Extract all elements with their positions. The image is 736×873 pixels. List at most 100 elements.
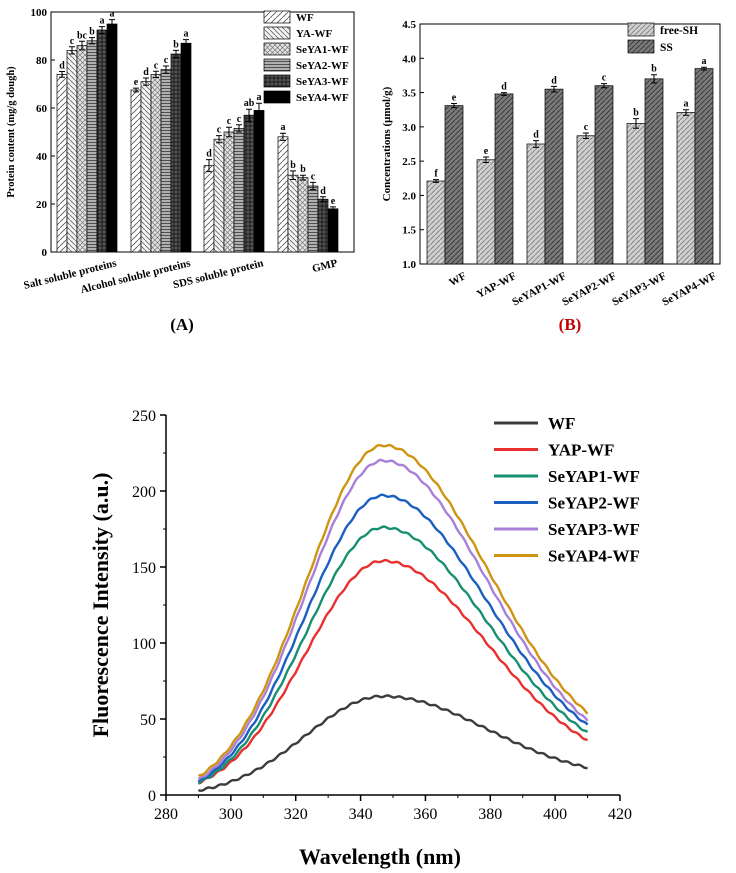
chart-c-ytick-label: 50 [140,712,156,729]
chart-a-legend-swatch [263,74,291,88]
chart-a-bar [96,29,108,253]
chart-b-sig-letter: b [651,64,657,75]
chart-a-ytick-label: 100 [31,7,48,19]
chart-a-legend-label: SeYA2-WF [296,60,349,72]
chart-c-ytick-label: 150 [132,560,156,577]
chart-a-error-bar [59,71,65,78]
chart-c-xtick-label: 380 [478,806,502,823]
chart-b-bar [526,143,546,265]
chart-a-bar [56,74,68,253]
chart-b-bar [676,112,696,265]
chart-a-sig-letter: bc [77,30,88,41]
chart-b-sig-letter: b [633,108,639,119]
chart-a-bar [150,74,162,253]
chart-a-legend-label: YA-WF [296,28,333,40]
chart-c-legend-label: SeYAP2-WF [548,494,640,513]
chart-a-bar [86,40,98,253]
chart-a-error-bar [69,46,75,55]
chart-b-legend-swatch [627,39,655,54]
chart-b-error-bar [433,179,439,183]
chart-a-sig-letter: d [320,186,326,197]
chart-a-legend-swatch [263,90,291,104]
chart-b-bar [576,135,596,265]
chart-c-legend-label: SeYAP4-WF [548,547,640,566]
chart-c-xtick-label: 300 [219,806,243,823]
chart-b-ytick-label: 4.0 [402,53,416,65]
chart-a-error-bar [300,174,306,181]
chart-a-sig-letter: d [206,149,212,160]
chart-b-bar [426,180,446,265]
chart-b-sig-letter: a [702,56,707,67]
chart-a-error-bar [163,65,169,74]
chart-a-error-bar [310,181,316,191]
chart-b-sig-letter: d [533,130,539,141]
chart-b-sig-letter: c [584,122,589,133]
chart-a-error-bar [89,37,95,45]
chart-b-error-bar [533,140,539,148]
chart-b-ytick-label: 4.5 [402,19,416,31]
chart-a-error-bar [236,124,242,133]
chart-c-series-line [198,694,588,792]
chart-a-panel-label: (A) [170,315,194,334]
chart-a-error-bar [153,70,159,79]
chart-a: 0 20 40 60 80 100 Protein content (mg/g dough)… [6,7,355,296]
chart-a-ylabel: Protein content (mg/g dough) [6,66,17,198]
chart-a-bar [297,177,309,253]
chart-a-bar [130,89,142,253]
chart-a-sig-letter: e [134,77,139,88]
chart-a-sig-letter: c [154,60,159,71]
chart-a-sig-letter: c [237,114,242,125]
chart-a-sig-letter: a [281,122,286,133]
chart-a-ytick-label: 0 [42,247,48,259]
chart-a-legend-swatch [263,26,291,40]
chart-c-ytick-label: 100 [132,636,156,653]
chart-c-legend-label: WF [548,414,575,433]
chart-a-bar [160,69,172,253]
chart-b-bar [476,159,496,265]
chart-a-bar [327,208,339,253]
chart-a-bar [307,185,319,253]
chart-b-frame [419,23,721,265]
chart-c-series-line [197,458,589,781]
chart-b-bar [444,105,464,265]
chart-b-xtick-label: SeYAP1-WF [510,270,568,309]
chart-a-error-bar [79,40,85,51]
chart-b-ytick-label: 2.5 [402,156,416,168]
chart-a-bar [317,198,329,253]
chart-b-ytick-label: 3.0 [402,122,416,134]
chart-b-xtick-label: SeYAP4-WF [660,270,718,309]
chart-c-legend-label: SeYAP1-WF [548,467,640,486]
chart-a-bar [243,114,255,253]
chart-a-ytick-label: 40 [36,151,48,163]
chart-b-error-bar [501,92,507,96]
chart-a-sig-letter: d [143,67,149,78]
chart-a-sig-letter: c [311,171,316,182]
chart-b-legend-swatch [627,22,655,37]
chart-a-error-bar [183,39,189,48]
chart-a-sig-letter: a [100,16,105,27]
chart-b-sig-letter: a [684,99,689,110]
chart-a-bar [277,136,289,253]
chart-a-bar [106,23,118,253]
chart-a-legend-label: SeYA3-WF [296,76,349,88]
chart-b-ytick-label: 1.5 [402,225,416,237]
chart-a-frame [50,11,355,253]
chart-a-legend-swatch [263,10,291,24]
chart-a-sig-letter: b [300,164,306,175]
chart-a-ytick-label: 80 [36,55,48,67]
chart-a-bar [287,174,299,253]
chart-b-error-bar [601,83,607,89]
chart-a-error-bar [99,26,105,34]
chart-a-sig-letter: e [331,196,336,207]
chart-a-legend-label: SeYA1-WF [296,44,349,56]
chart-c-legend-label: YAP-WF [548,441,614,460]
chart-b-xtick-label: WF [447,270,469,289]
chart-b-bar [644,78,664,265]
chart-b-error-bar [633,118,639,129]
chart-c-xtick-label: 280 [154,806,178,823]
chart-a-bar [223,131,235,253]
chart-a-bar [213,138,225,253]
chart-b-error-bar [451,103,457,109]
chart-a-sig-letter: c [70,36,75,47]
chart-a-error-bar [173,49,179,59]
